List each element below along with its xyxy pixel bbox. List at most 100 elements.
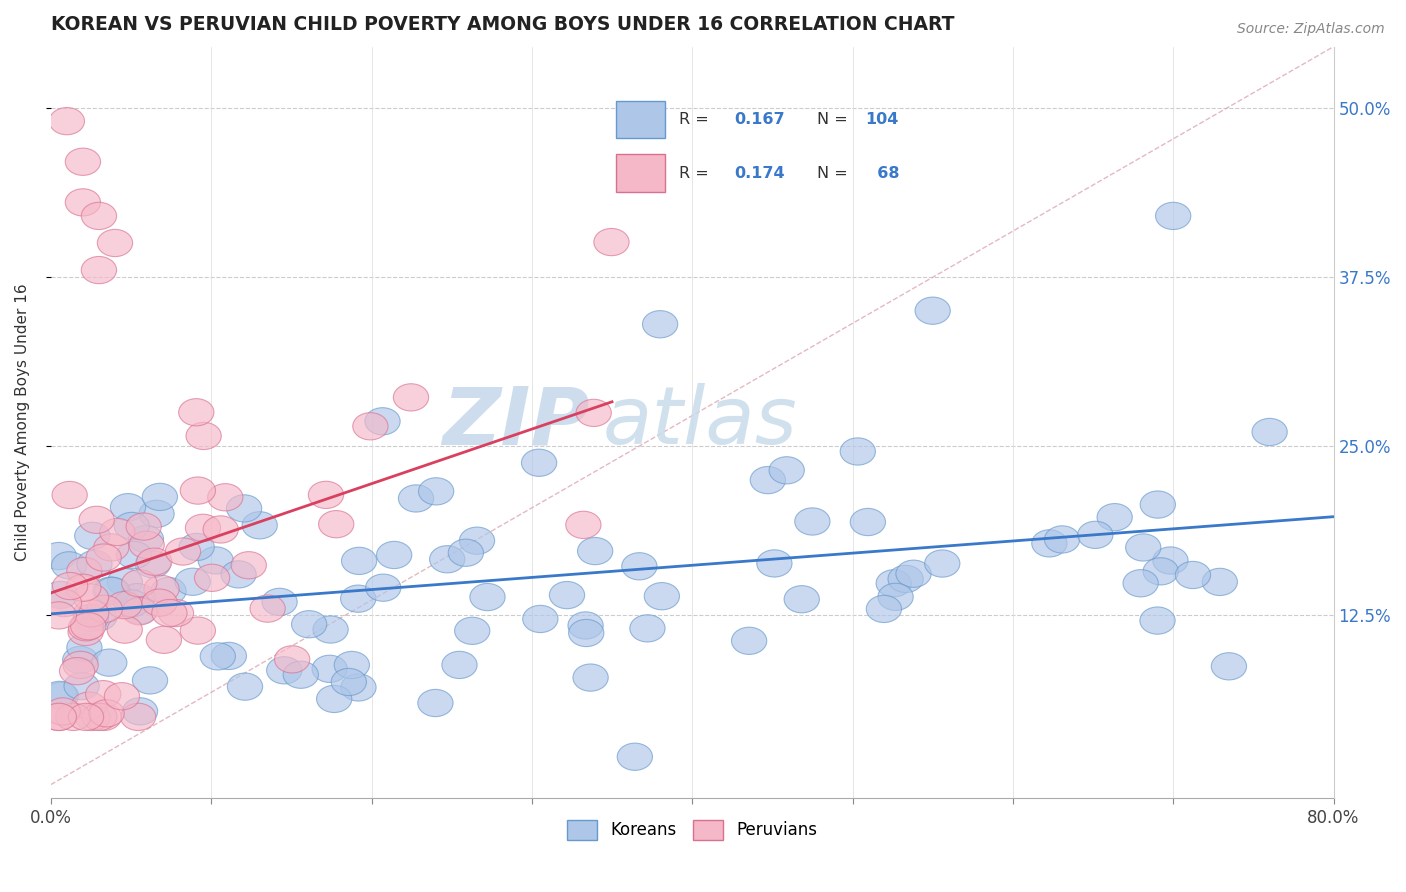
Ellipse shape (42, 582, 79, 608)
Ellipse shape (593, 228, 628, 256)
Ellipse shape (785, 586, 820, 613)
Ellipse shape (135, 550, 170, 578)
Ellipse shape (1123, 570, 1159, 597)
Ellipse shape (1143, 558, 1178, 585)
Ellipse shape (186, 422, 221, 450)
Ellipse shape (398, 485, 433, 512)
Ellipse shape (122, 570, 157, 597)
Ellipse shape (200, 643, 235, 670)
Ellipse shape (454, 617, 489, 644)
Text: Source: ZipAtlas.com: Source: ZipAtlas.com (1237, 22, 1385, 37)
Ellipse shape (574, 664, 609, 691)
Ellipse shape (470, 583, 505, 611)
Ellipse shape (576, 400, 612, 426)
Ellipse shape (202, 516, 238, 543)
Text: ZIP: ZIP (441, 384, 589, 461)
Ellipse shape (896, 560, 931, 587)
Ellipse shape (769, 457, 804, 484)
Ellipse shape (120, 583, 155, 611)
Ellipse shape (198, 547, 233, 574)
Ellipse shape (59, 657, 94, 685)
Ellipse shape (179, 399, 214, 425)
Ellipse shape (77, 550, 112, 578)
Ellipse shape (70, 613, 105, 640)
Ellipse shape (117, 541, 152, 568)
Ellipse shape (111, 493, 146, 521)
Ellipse shape (314, 615, 349, 643)
Ellipse shape (221, 561, 256, 588)
Y-axis label: Child Poverty Among Boys Under 16: Child Poverty Among Boys Under 16 (15, 284, 30, 561)
Text: KOREAN VS PERUVIAN CHILD POVERTY AMONG BOYS UNDER 16 CORRELATION CHART: KOREAN VS PERUVIAN CHILD POVERTY AMONG B… (51, 15, 955, 34)
Ellipse shape (228, 673, 263, 700)
Ellipse shape (104, 682, 139, 710)
Ellipse shape (82, 703, 117, 731)
Ellipse shape (42, 681, 77, 708)
Ellipse shape (366, 574, 401, 601)
Ellipse shape (41, 602, 76, 629)
Ellipse shape (1175, 561, 1211, 589)
Ellipse shape (52, 551, 87, 579)
Ellipse shape (751, 467, 786, 494)
Ellipse shape (353, 413, 388, 440)
Ellipse shape (52, 482, 87, 508)
Ellipse shape (242, 512, 277, 539)
Ellipse shape (267, 657, 302, 684)
Ellipse shape (1077, 521, 1114, 549)
Ellipse shape (394, 384, 429, 411)
Ellipse shape (208, 483, 243, 511)
Ellipse shape (630, 615, 665, 642)
Ellipse shape (851, 508, 886, 535)
Ellipse shape (319, 510, 354, 538)
Ellipse shape (107, 568, 142, 596)
Ellipse shape (56, 703, 91, 731)
Ellipse shape (86, 703, 121, 731)
Ellipse shape (65, 189, 101, 216)
Ellipse shape (67, 618, 103, 646)
Ellipse shape (52, 573, 87, 599)
Ellipse shape (136, 548, 172, 575)
Ellipse shape (79, 506, 114, 533)
Ellipse shape (283, 661, 318, 689)
Ellipse shape (143, 575, 179, 603)
Ellipse shape (65, 148, 101, 176)
Ellipse shape (1140, 607, 1175, 634)
Ellipse shape (291, 611, 326, 638)
Ellipse shape (63, 647, 98, 673)
Ellipse shape (621, 553, 657, 580)
Ellipse shape (522, 450, 557, 476)
Ellipse shape (97, 229, 132, 257)
Ellipse shape (889, 566, 924, 592)
Ellipse shape (132, 666, 167, 694)
Ellipse shape (578, 538, 613, 565)
Ellipse shape (180, 617, 215, 644)
Ellipse shape (180, 477, 215, 504)
Ellipse shape (179, 533, 214, 560)
Ellipse shape (194, 565, 229, 591)
Ellipse shape (66, 574, 101, 601)
Ellipse shape (41, 703, 76, 731)
Ellipse shape (82, 603, 117, 631)
Ellipse shape (86, 544, 121, 571)
Ellipse shape (82, 257, 117, 284)
Ellipse shape (86, 681, 121, 707)
Ellipse shape (93, 577, 128, 604)
Ellipse shape (114, 590, 149, 617)
Ellipse shape (841, 438, 876, 465)
Ellipse shape (211, 642, 246, 670)
Ellipse shape (75, 703, 110, 731)
Ellipse shape (174, 568, 211, 595)
Ellipse shape (44, 682, 79, 709)
Ellipse shape (66, 558, 103, 584)
Ellipse shape (756, 549, 792, 577)
Ellipse shape (66, 634, 103, 661)
Ellipse shape (65, 673, 100, 699)
Ellipse shape (565, 511, 600, 539)
Ellipse shape (49, 108, 84, 135)
Ellipse shape (1045, 525, 1080, 553)
Ellipse shape (460, 527, 495, 554)
Ellipse shape (441, 651, 477, 679)
Ellipse shape (1251, 418, 1288, 446)
Ellipse shape (94, 577, 129, 605)
Ellipse shape (335, 651, 370, 679)
Ellipse shape (128, 525, 163, 553)
